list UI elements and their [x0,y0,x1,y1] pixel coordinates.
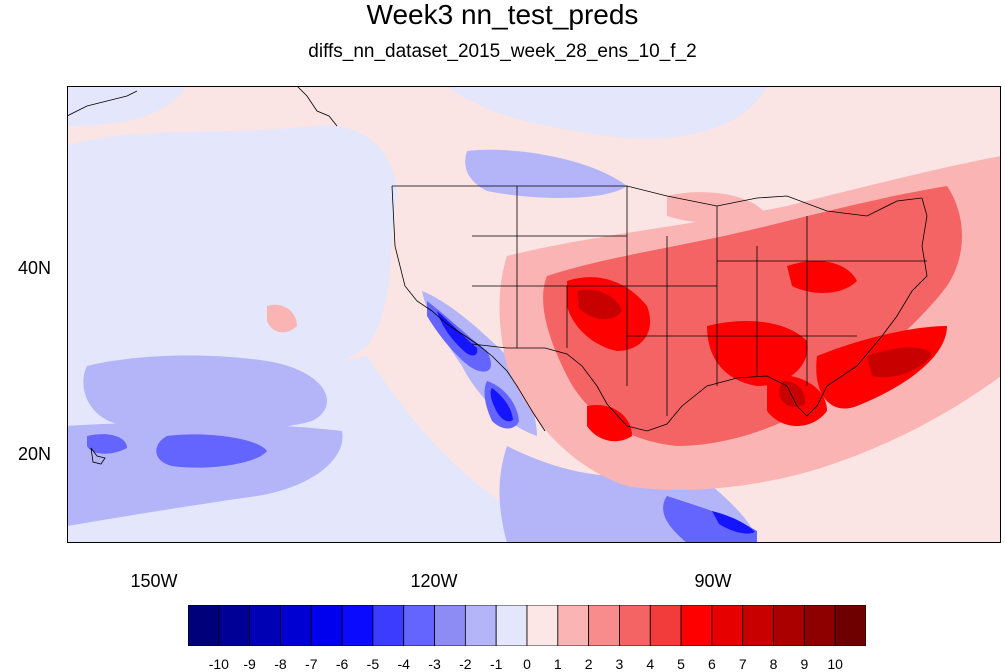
colorbar-swatch [526,605,559,646]
colorbar-tick-label: -10 [208,656,229,672]
colorbar-swatch [341,605,374,646]
field-plus3-regions [543,186,962,446]
colorbar-tick-label: 2 [584,656,593,672]
colorbar-swatch [834,605,866,646]
colorbar-swatch [434,605,466,646]
colorbar-swatch [464,605,497,646]
lat-label-20n: 20N [18,444,52,464]
colorbar-swatch [742,605,774,646]
colorbar-swatch [310,605,343,646]
coastlines-and-borders [67,86,928,465]
colorbar-swatch [773,605,805,646]
colorbar-swatch [249,605,281,646]
map-title: Week3 nn_test_preds [366,0,639,30]
colorbar-tick-label: -2 [459,656,472,672]
colorbar-tick-label: 4 [646,656,655,672]
colorbar-tick-label: 7 [738,656,747,672]
colorbar-tick-label: 10 [827,656,843,672]
colorbar-swatch [495,605,528,646]
colorbar-tick-label: -8 [274,656,287,672]
colorbar-tick-label: 8 [769,656,778,672]
colorbar-swatch [649,605,682,646]
map-subtitle: diffs_nn_dataset_2015_week_28_ens_10_f_2 [308,41,697,62]
lon-label-150w: 150W [130,571,178,591]
colorbar-tick-label: 9 [800,656,809,672]
colorbar-tick-label: 6 [708,656,716,672]
colorbar-tick-label: -9 [243,656,256,672]
colorbar-tick-label: 5 [677,656,685,672]
colorbar-tick-label: 1 [553,656,562,672]
colorbar-tick-label: -3 [428,656,441,672]
lon-label-120w: 120W [410,571,458,591]
colorbar-swatch [188,605,220,646]
map-panel [67,86,1001,543]
colorbar-swatch [372,605,405,646]
colorbar-tick-label: 0 [523,656,531,672]
lon-label-90w: 90W [694,571,732,591]
colorbar-swatch [403,605,435,646]
lat-label-40n: 40N [18,258,52,278]
colorbar [188,605,866,646]
colorbar-swatch [588,605,620,646]
colorbar-tick-label: -1 [489,656,503,672]
colorbar-swatch [218,605,251,646]
field-minus5-regions [437,311,755,534]
colorbar-tick-label: -5 [366,656,380,672]
colorbar-swatch [619,605,651,646]
colorbar-swatch [711,605,744,646]
field-plus7-regions [577,289,932,407]
colorbar-swatch [280,605,312,646]
colorbar-tick-label: -7 [305,656,318,672]
colorbar-tick-label: -6 [335,656,349,672]
colorbar-tick-label: -4 [397,656,410,672]
colorbar-swatch [680,605,713,646]
colorbar-swatch [803,605,836,646]
contour-map [67,86,1001,543]
colorbar-tick-label: 3 [615,656,624,672]
colorbar-swatch [557,605,590,646]
